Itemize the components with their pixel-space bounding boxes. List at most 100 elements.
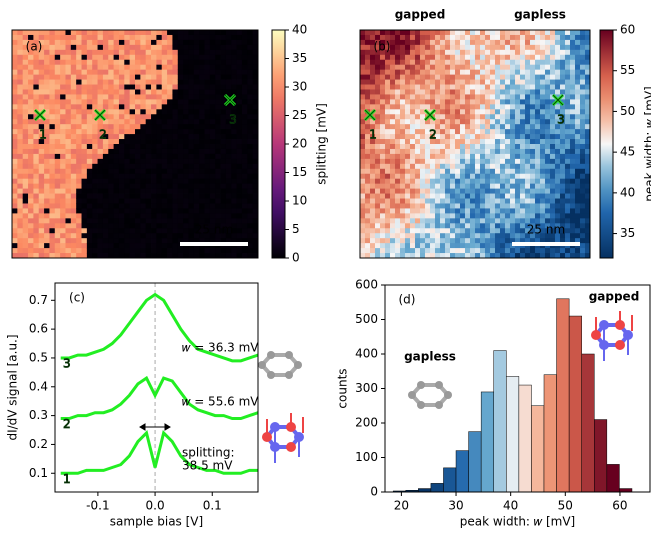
map-pixel [178, 55, 184, 60]
map-pixel [440, 218, 445, 223]
map-pixel [375, 70, 380, 75]
map-pixel [183, 119, 189, 124]
map-pixel [17, 85, 23, 90]
map-pixel [103, 228, 109, 233]
map-pixel [535, 189, 540, 194]
map-pixel [495, 174, 500, 179]
map-pixel [565, 179, 570, 184]
map-pixel [151, 124, 157, 129]
map-pixel [17, 89, 23, 94]
map-pixel [247, 243, 253, 248]
map-pixel [188, 149, 194, 154]
map-pixel [495, 109, 500, 114]
map-pixel [17, 228, 23, 233]
map-pixel [540, 89, 545, 94]
map-pixel [505, 149, 510, 154]
annotation: 𝑤 = 55.6 mV [182, 395, 259, 409]
map-pixel [470, 203, 475, 208]
map-pixel [500, 159, 505, 164]
map-pixel [370, 194, 375, 199]
map-pixel [103, 30, 109, 35]
map-pixel [55, 184, 61, 189]
map-pixel [39, 203, 45, 208]
map-pixel [410, 184, 415, 189]
map-pixel [205, 40, 211, 45]
map-pixel [23, 154, 29, 159]
map-pixel [12, 109, 18, 114]
map-pixel [535, 94, 540, 99]
map-pixel [445, 85, 450, 90]
map-pixel [380, 139, 385, 144]
map-pixel [119, 30, 125, 35]
map-pixel [98, 30, 104, 35]
map-pixel [470, 208, 475, 213]
map-pixel [580, 228, 585, 233]
colorbar-tick-label: 5 [292, 222, 300, 236]
map-pixel [405, 60, 410, 65]
map-pixel [415, 243, 420, 248]
map-pixel [156, 164, 162, 169]
map-pixel [60, 203, 66, 208]
map-pixel [17, 35, 23, 40]
map-pixel [146, 159, 152, 164]
map-pixel [28, 144, 34, 149]
map-pixel [445, 213, 450, 218]
map-pixel [98, 184, 104, 189]
map-pixel [82, 203, 88, 208]
map-pixel [124, 233, 130, 238]
map-pixel [430, 169, 435, 174]
map-pixel [172, 154, 178, 159]
map-pixel [188, 199, 194, 204]
map-pixel [183, 139, 189, 144]
map-pixel [76, 199, 82, 204]
map-pixel [500, 30, 505, 35]
map-pixel [183, 213, 189, 218]
map-pixel [565, 218, 570, 223]
map-pixel [130, 139, 136, 144]
map-pixel [194, 104, 200, 109]
map-pixel [500, 164, 505, 169]
map-pixel [365, 223, 370, 228]
map-pixel [435, 179, 440, 184]
map-pixel [460, 164, 465, 169]
map-pixel [33, 233, 39, 238]
map-pixel [425, 30, 430, 35]
map-pixel [146, 40, 152, 45]
map-pixel [114, 55, 120, 60]
map-pixel [231, 208, 237, 213]
map-pixel [33, 213, 39, 218]
map-pixel [475, 208, 480, 213]
map-pixel [440, 154, 445, 159]
map-pixel [108, 179, 114, 184]
map-pixel [162, 174, 168, 179]
map-pixel [545, 89, 550, 94]
map-pixel [98, 85, 104, 90]
map-pixel [60, 45, 66, 50]
map-pixel [485, 228, 490, 233]
map-pixel [535, 129, 540, 134]
map-pixel [98, 213, 104, 218]
map-pixel [365, 238, 370, 243]
map-pixel [210, 50, 216, 55]
map-pixel [455, 208, 460, 213]
map-pixel [525, 189, 530, 194]
map-pixel [555, 164, 560, 169]
map-pixel [194, 159, 200, 164]
map-pixel [172, 94, 178, 99]
map-pixel [215, 40, 221, 45]
map-pixel [76, 238, 82, 243]
map-pixel [49, 104, 55, 109]
map-pixel [565, 60, 570, 65]
map-pixel [33, 174, 39, 179]
map-pixel [167, 139, 173, 144]
map-pixel [205, 55, 211, 60]
map-pixel [82, 89, 88, 94]
map-pixel [183, 208, 189, 213]
map-pixel [495, 80, 500, 85]
map-pixel [124, 65, 130, 70]
map-pixel [495, 30, 500, 35]
map-pixel [515, 80, 520, 85]
map-pixel [130, 75, 136, 80]
map-pixel [425, 179, 430, 184]
map-pixel [395, 144, 400, 149]
